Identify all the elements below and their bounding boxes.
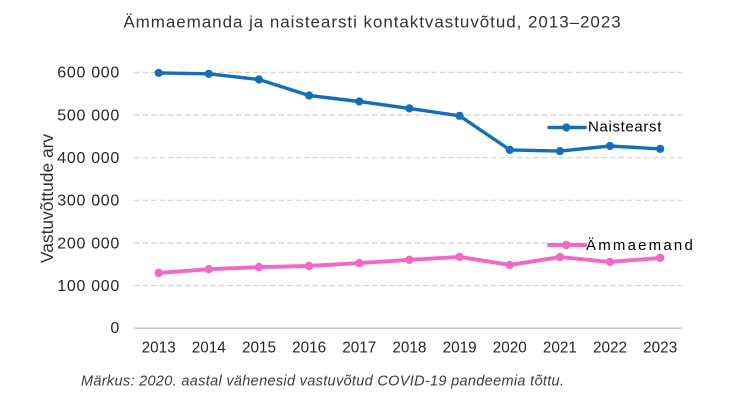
svg-text:Ämmaemand: Ämmaemand <box>586 237 695 254</box>
svg-text:2022: 2022 <box>593 340 627 357</box>
svg-text:500 000: 500 000 <box>57 107 120 124</box>
svg-text:2017: 2017 <box>342 340 376 357</box>
svg-text:200 000: 200 000 <box>57 235 120 252</box>
svg-text:2015: 2015 <box>242 340 276 357</box>
svg-text:2016: 2016 <box>292 340 326 357</box>
svg-text:2021: 2021 <box>543 340 577 357</box>
svg-text:2013: 2013 <box>142 340 176 357</box>
svg-text:2023: 2023 <box>643 340 677 357</box>
svg-text:Ämmaemanda ja naistearsti kont: Ämmaemanda ja naistearsti kontaktvastuvõ… <box>123 12 621 31</box>
svg-text:100 000: 100 000 <box>57 278 120 295</box>
svg-text:0: 0 <box>110 320 120 337</box>
svg-text:300 000: 300 000 <box>57 193 120 210</box>
svg-text:2014: 2014 <box>192 340 227 357</box>
svg-text:Naistearst: Naistearst <box>588 119 662 136</box>
svg-text:2020: 2020 <box>493 340 527 357</box>
svg-text:2019: 2019 <box>443 340 477 357</box>
svg-text:600 000: 600 000 <box>57 65 120 82</box>
svg-text:Märkus: 2020. aastal vähenesid: Märkus: 2020. aastal vähenesid vastuvõtu… <box>81 374 564 390</box>
svg-text:400 000: 400 000 <box>57 150 120 167</box>
svg-text:Vastuvõttude arv: Vastuvõttude arv <box>37 134 57 264</box>
svg-text:2018: 2018 <box>392 340 426 357</box>
